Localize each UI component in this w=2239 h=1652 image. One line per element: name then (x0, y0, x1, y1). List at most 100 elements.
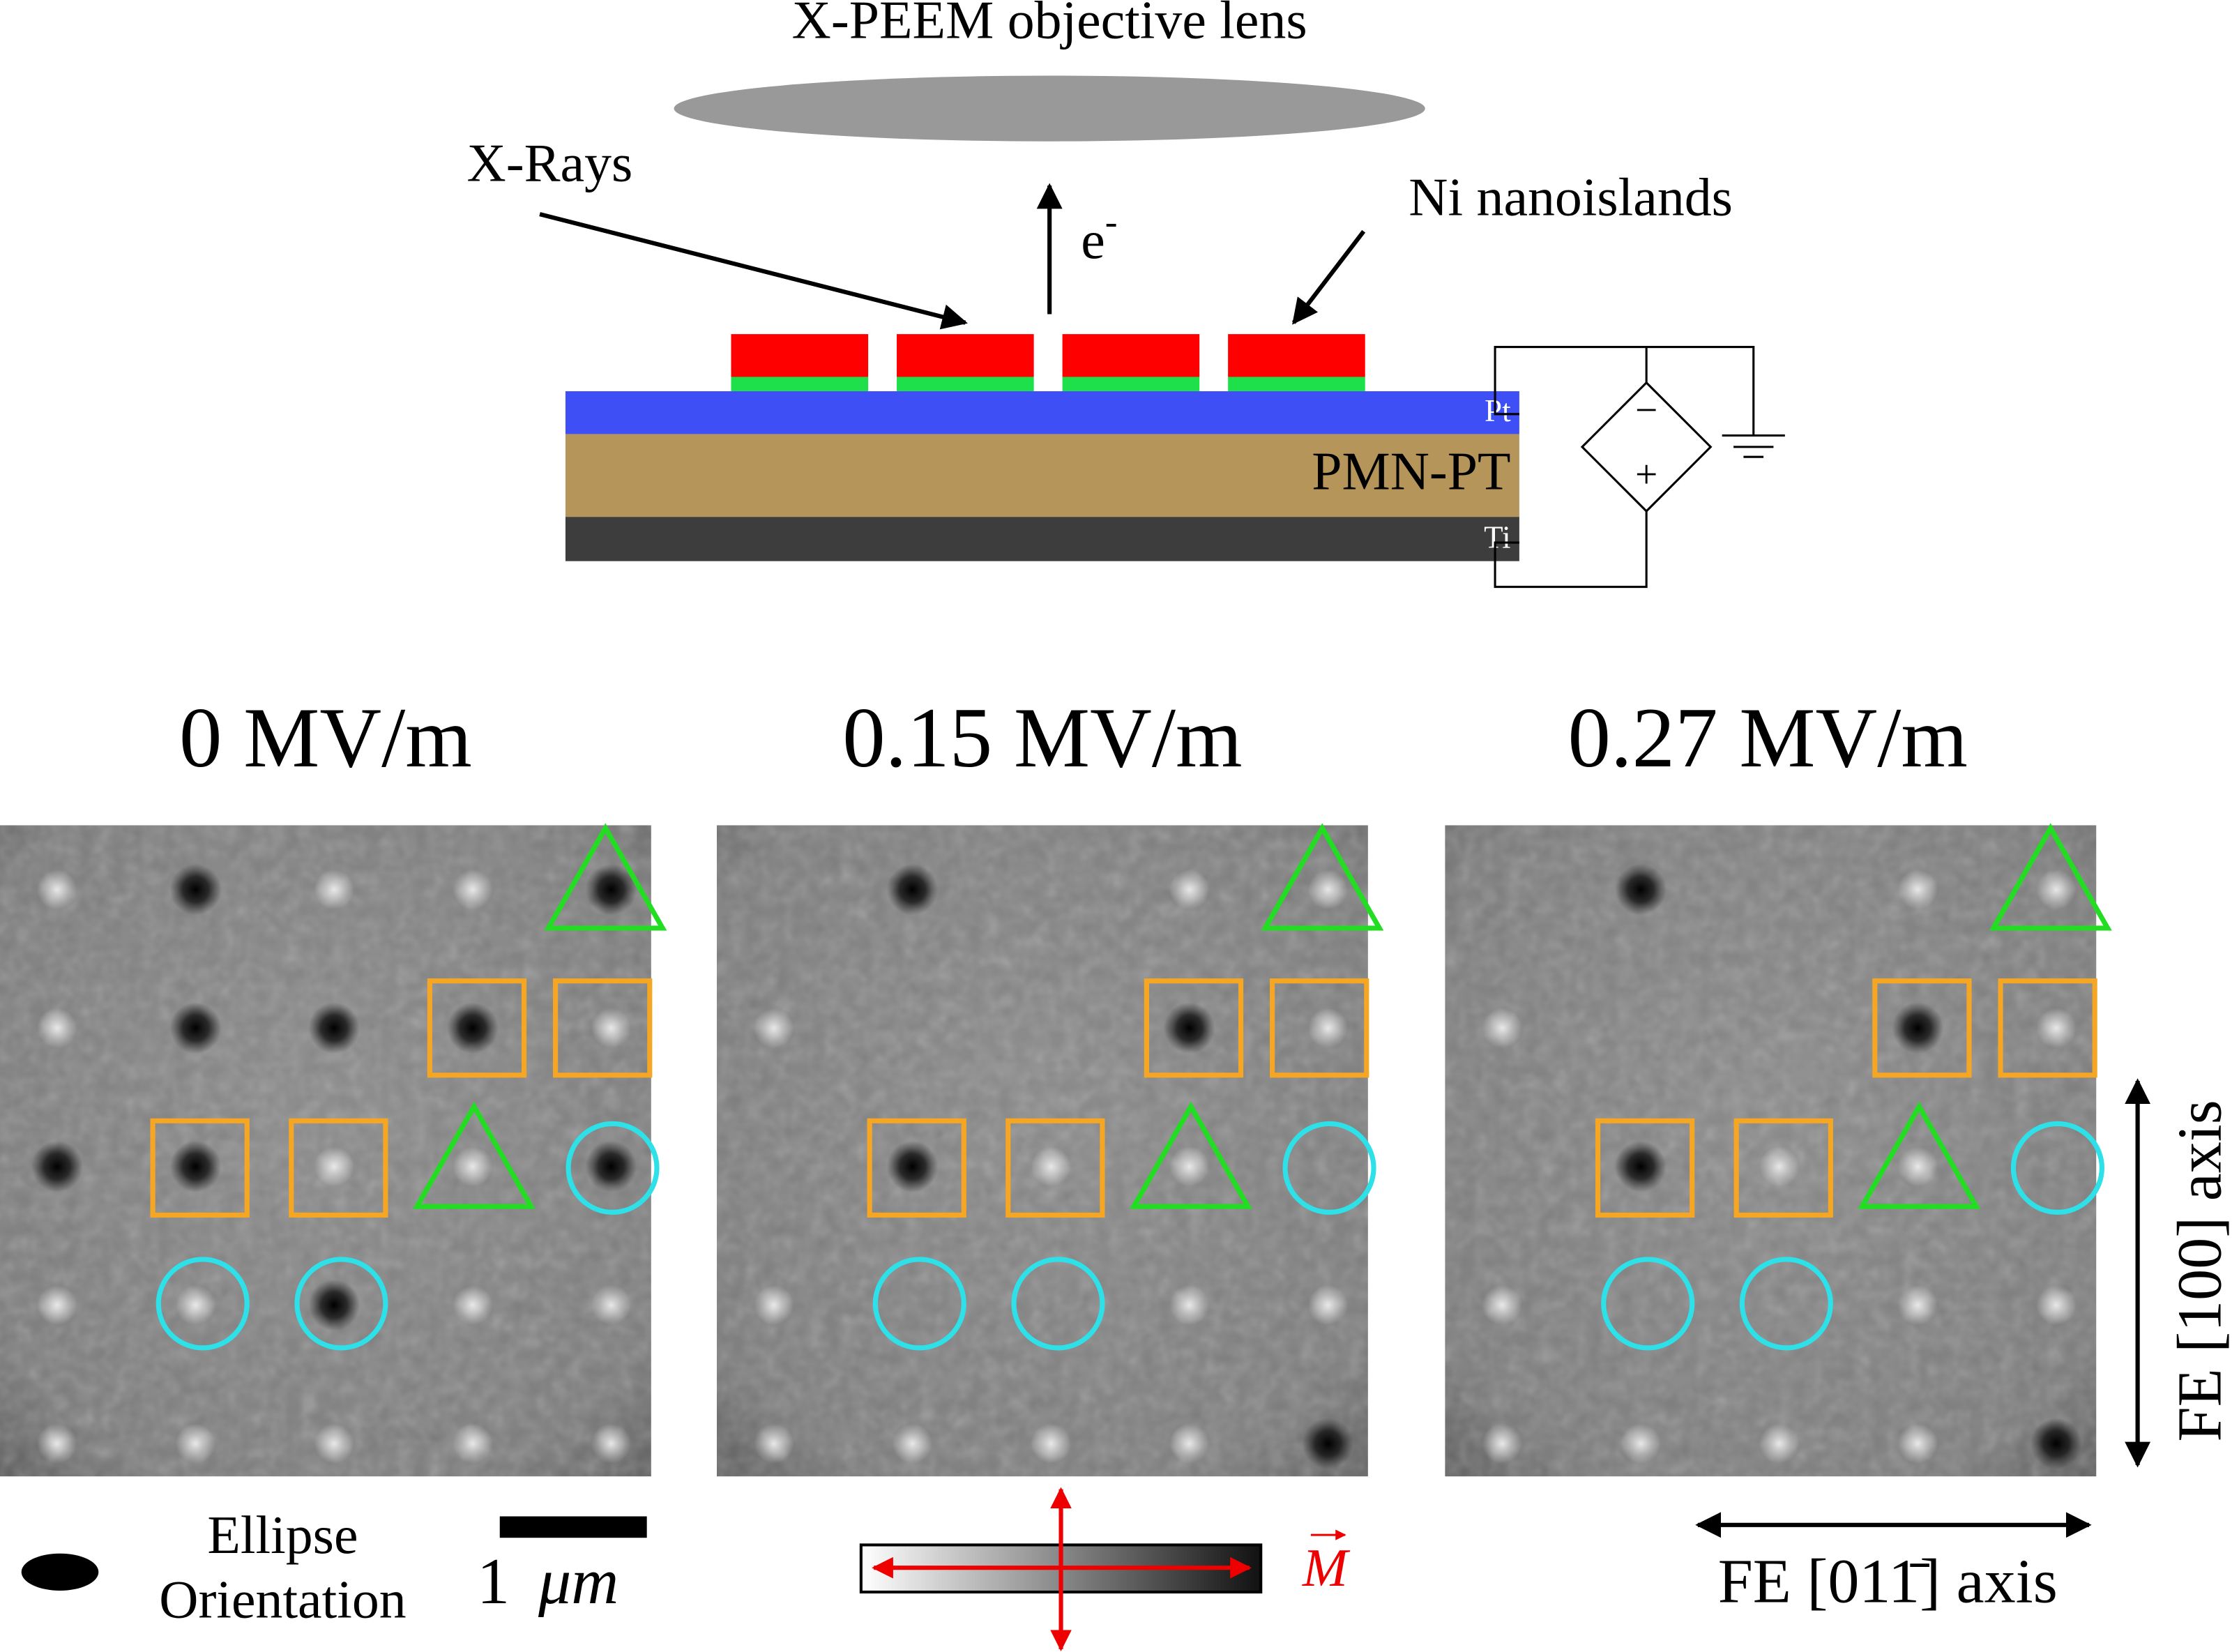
square-marker (1998, 978, 2097, 1078)
island-contrast (314, 1146, 354, 1187)
island-contrast (1759, 1146, 1800, 1187)
island-contrast (1307, 869, 1349, 910)
island-contrast (2036, 1008, 2077, 1048)
island-contrast (314, 869, 354, 910)
nanoisland (1228, 334, 1365, 377)
ellipse-symbol (21, 1553, 99, 1591)
islands-label: Ni nanoislands (1409, 167, 1733, 227)
island-contrast (446, 1002, 499, 1054)
vertical-axis-label: FE [100] axis (2166, 1100, 2235, 1441)
island-contrast (892, 1423, 933, 1464)
island-contrast (1615, 863, 1667, 916)
nanoisland (731, 334, 869, 377)
island-contrast (1031, 1423, 1071, 1464)
island-contrast (1621, 1423, 1661, 1464)
layer-label: Pt (1485, 393, 1511, 428)
lens-label: X-PEEM objective lens (792, 0, 1307, 50)
square-marker (1144, 978, 1244, 1078)
island-contrast (1482, 1285, 1522, 1326)
square-marker (427, 978, 527, 1078)
island-contrast (308, 1002, 360, 1054)
island-contrast (1897, 1285, 1938, 1326)
scale-bar (499, 1516, 647, 1538)
source-plus: + (1635, 453, 1657, 497)
nanoisland-base (1228, 377, 1365, 392)
voltage-source (1580, 381, 1713, 513)
triangle-marker (1129, 1101, 1252, 1209)
island-contrast (1615, 1140, 1667, 1192)
circuit-wire (1494, 346, 1755, 436)
island-contrast (1169, 1423, 1210, 1464)
circle-marker (1011, 1257, 1105, 1351)
island-contrast (453, 1423, 493, 1464)
objective-lens (674, 75, 1425, 142)
triangle-marker (1858, 1101, 1981, 1209)
island-contrast (175, 1285, 216, 1326)
scale-unit: μm (538, 1545, 618, 1617)
island-contrast (591, 1423, 632, 1464)
island-contrast (453, 1285, 493, 1326)
scale-number: 1 (477, 1545, 510, 1617)
legend-ellipse: Ellipse (207, 1505, 358, 1565)
island-contrast (585, 863, 637, 916)
scale-label: 1 μm (477, 1545, 618, 1617)
island-contrast (1482, 1008, 1522, 1048)
island-contrast (1302, 1418, 1354, 1469)
square-marker (289, 1118, 388, 1218)
square-marker (1733, 1118, 1833, 1218)
circle-marker (566, 1121, 660, 1215)
circle-marker (1282, 1121, 1376, 1215)
island-contrast (453, 869, 493, 910)
island-contrast (886, 863, 939, 916)
electron-label: e- (1081, 202, 1117, 270)
horizontal-axis-label: FE [011̄] axis (1718, 1547, 2058, 1616)
circuit-wire (1494, 511, 1648, 589)
island-contrast (175, 1423, 216, 1464)
circle-marker (155, 1257, 250, 1351)
xpeem-image (717, 825, 1368, 1477)
square-marker (150, 1118, 250, 1218)
square-marker (1270, 978, 1369, 1078)
square-marker (553, 978, 653, 1078)
island-contrast (1892, 1002, 1944, 1054)
island-contrast (754, 1008, 794, 1048)
island-contrast (453, 1146, 493, 1187)
island-contrast (169, 1140, 222, 1192)
island-contrast (754, 1285, 794, 1326)
island-contrast (37, 1285, 77, 1326)
xpeem-image (1445, 825, 2097, 1477)
circle-marker (1739, 1257, 1833, 1351)
island-contrast (1169, 1146, 1210, 1187)
triangle-marker (1989, 823, 2112, 931)
island-contrast (1897, 869, 1938, 910)
island-contrast (308, 1279, 360, 1331)
triangle-marker (544, 823, 667, 931)
substrate-layer (565, 517, 1519, 561)
square-marker (1595, 1118, 1695, 1218)
island-contrast (2036, 1285, 2077, 1326)
magnetization-label: M (1302, 1538, 1351, 1598)
island-contrast (1897, 1423, 1938, 1464)
triangle-marker (1261, 823, 1384, 931)
island-contrast (2036, 869, 2077, 910)
island-contrast (37, 1008, 77, 1048)
nanoisland-base (1062, 377, 1200, 392)
xray-arrow (539, 212, 968, 330)
island-contrast (2031, 1418, 2082, 1469)
circle-marker (2010, 1121, 2104, 1215)
source-minus: − (1635, 388, 1657, 432)
square-marker (1005, 1118, 1105, 1218)
nanoisland-base (731, 377, 869, 392)
circle-marker (1601, 1257, 1695, 1351)
island-contrast (1169, 1285, 1210, 1326)
islands-arrow (1291, 229, 1366, 325)
island-contrast (37, 1423, 77, 1464)
island-contrast (169, 863, 222, 916)
layer-label: PMN-PT (1312, 441, 1510, 501)
island-contrast (1482, 1423, 1522, 1464)
substrate-layer (565, 391, 1519, 434)
island-contrast (754, 1423, 794, 1464)
panel-title: 0.15 MV/m (842, 690, 1242, 785)
island-contrast (1307, 1008, 1349, 1048)
